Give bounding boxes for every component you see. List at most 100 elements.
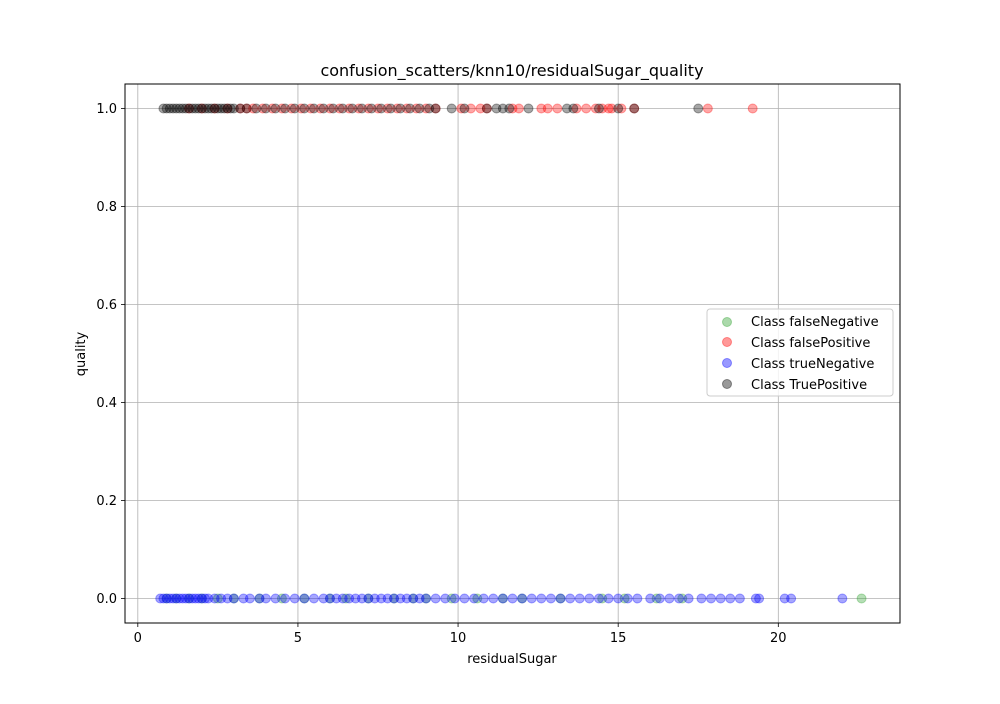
data-point-true-negative [725,593,736,604]
data-point-true-positive [196,103,207,114]
data-point-true-positive [318,103,329,114]
data-point-false-negative [497,593,508,604]
data-point-true-negative [308,593,319,604]
data-point-true-negative [408,593,419,604]
data-point-true-negative [401,593,412,604]
data-point-true-positive [347,103,358,114]
data-point-false-positive [430,103,441,114]
data-point-true-negative [174,593,185,604]
data-point-true-positive [366,103,377,114]
data-point-false-positive [401,103,412,114]
data-point-true-positive [241,103,252,114]
data-point-true-negative [545,593,556,604]
data-point-false-negative [276,593,287,604]
data-point-false-negative [212,593,223,604]
data-point-true-negative [187,593,198,604]
data-point-true-negative [289,593,300,604]
y-tick-label: 0.4 [96,396,117,411]
data-point-false-negative [340,593,351,604]
data-point-true-positive [174,103,185,114]
data-point-true-negative [228,593,239,604]
data-point-true-negative [715,593,726,604]
data-point-true-negative [430,593,441,604]
data-point-false-negative [651,593,662,604]
data-point-true-negative [837,593,848,604]
data-point-false-positive [481,103,492,114]
data-point-true-negative [421,593,432,604]
data-point-false-positive [571,103,582,114]
data-point-false-positive [276,103,287,114]
data-point-true-negative [331,593,342,604]
data-point-false-negative [472,593,483,604]
data-point-true-negative [536,593,547,604]
data-point-true-positive [693,103,704,114]
data-point-false-positive [507,103,518,114]
data-point-true-positive [299,103,310,114]
x-axis-label: residualSugar [467,652,557,667]
data-point-false-negative [677,593,688,604]
data-point-true-positive [561,103,572,114]
data-point-true-positive [168,103,179,114]
data-point-true-negative [469,593,480,604]
data-point-true-negative [244,593,255,604]
data-point-true-positive [328,103,339,114]
data-point-false-negative [856,593,867,604]
data-point-false-positive [334,103,345,114]
data-point-true-negative [683,593,694,604]
data-point-true-negative [459,593,470,604]
data-point-false-positive [241,103,252,114]
data-point-true-negative [369,593,380,604]
legend-label-true-negative: Class trueNegative [751,357,874,372]
data-point-true-positive [161,103,172,114]
data-point-true-positive [270,103,281,114]
data-point-false-negative [196,593,207,604]
data-point-false-positive [536,103,547,114]
data-point-false-positive [353,103,364,114]
data-point-true-positive [200,103,211,114]
data-point-true-negative [161,593,172,604]
data-point-false-positive [344,103,355,114]
data-point-true-negative [337,593,348,604]
data-point-true-negative [395,593,406,604]
data-point-true-negative [478,593,489,604]
axis-ticks: 0 5 10 15 20 0.0 0.2 0.4 0.6 0.8 1.0 [96,102,786,646]
data-point-true-negative [216,593,227,604]
legend-marker-true-positive [722,379,732,389]
data-point-true-positive [497,103,508,114]
data-point-false-positive [421,103,432,114]
data-point-true-negative [376,593,387,604]
data-point-false-negative [555,593,566,604]
data-point-true-positive [158,103,169,114]
data-point-true-negative [593,593,604,604]
data-point-true-negative [350,593,361,604]
series-false-positive [184,103,758,114]
series-true-positive [158,103,704,114]
legend-marker-false-positive [722,337,732,347]
data-point-true-negative [190,593,201,604]
data-point-false-positive [235,103,246,114]
data-point-false-positive [552,103,563,114]
x-tick-label: 15 [610,631,627,646]
data-point-true-positive [164,103,175,114]
data-point-true-positive [395,103,406,114]
data-point-true-negative [622,593,633,604]
data-point-false-negative [228,593,239,604]
x-tick-label: 5 [294,631,302,646]
data-point-true-negative [779,593,790,604]
series-false-negative [161,593,867,604]
data-point-true-negative [177,593,188,604]
data-point-true-negative [734,593,745,604]
data-point-false-positive [513,103,524,114]
data-point-true-positive [405,103,416,114]
data-point-true-positive [187,103,198,114]
data-point-true-positive [225,103,236,114]
grid [125,84,900,623]
data-point-true-positive [251,103,262,114]
data-point-true-positive [613,103,624,114]
data-point-false-positive [267,103,278,114]
data-point-true-negative [414,593,425,604]
data-point-false-negative [171,593,182,604]
data-point-true-negative [280,593,291,604]
data-point-false-positive [296,103,307,114]
